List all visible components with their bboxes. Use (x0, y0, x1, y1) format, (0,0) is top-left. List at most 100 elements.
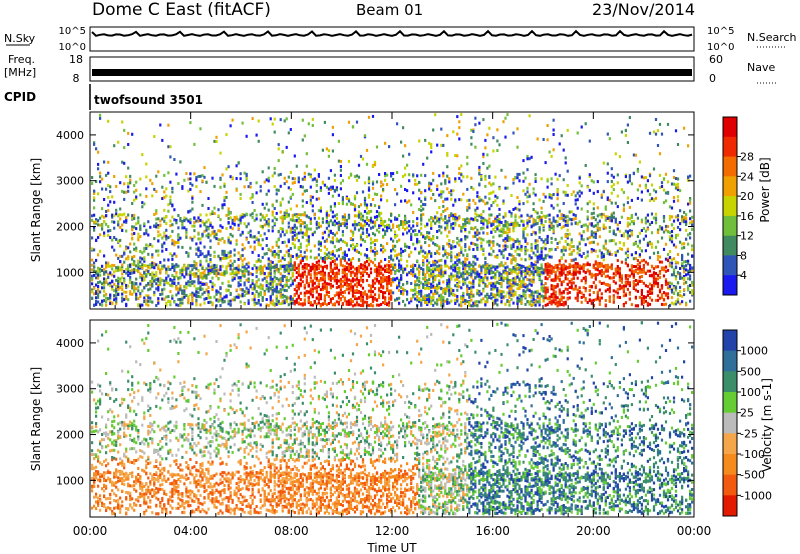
heatmap-cell (466, 217, 469, 221)
heatmap-cell (392, 225, 395, 229)
heatmap-cell (408, 220, 411, 223)
heatmap-cell (349, 274, 353, 277)
heatmap-cell (335, 239, 338, 243)
heatmap-cell (474, 234, 477, 238)
heatmap-cell (295, 213, 298, 217)
heatmap-cell (500, 276, 503, 280)
heatmap-cell (153, 293, 156, 297)
heatmap-cell (319, 248, 322, 252)
heatmap-cell (161, 138, 164, 142)
heatmap-cell (103, 294, 106, 298)
heatmap-cell (139, 275, 142, 279)
heatmap-cell (231, 264, 234, 268)
heatmap-cell (171, 187, 174, 190)
heatmap-cell (390, 283, 393, 287)
heatmap-cell (458, 216, 461, 220)
heatmap-cell (231, 118, 234, 122)
heatmap-cell (191, 291, 194, 295)
heatmap-cell (464, 235, 467, 239)
heatmap-cell (229, 211, 232, 215)
heatmap-cell (255, 266, 258, 270)
heatmap-cell (408, 179, 411, 183)
heatmap-cell (321, 270, 324, 274)
heatmap-cell (524, 290, 527, 294)
heatmap-cell (353, 248, 357, 252)
heatmap-cell (398, 214, 401, 217)
heatmap-cell (502, 215, 505, 219)
heatmap-cell (265, 202, 268, 206)
heatmap-cell (349, 266, 353, 270)
heatmap-cell (107, 272, 110, 276)
heatmap-cell (380, 285, 383, 289)
heatmap-cell (486, 269, 489, 273)
heatmap-cell (450, 250, 453, 254)
heatmap-cell (145, 274, 148, 278)
heatmap-cell (325, 215, 328, 219)
heatmap-cell (245, 172, 248, 176)
heatmap-cell (482, 118, 485, 122)
heatmap-cell (406, 221, 409, 225)
heatmap-cell (442, 204, 445, 208)
heatmap-cell (528, 254, 531, 258)
heatmap-cell (121, 299, 124, 303)
heatmap-cell (506, 228, 509, 231)
heatmap-cell (155, 249, 158, 253)
heatmap-cell (309, 195, 312, 199)
heatmap-cell (400, 258, 403, 262)
heatmap-cell (534, 265, 537, 269)
heatmap-cell (263, 206, 266, 210)
heatmap-cell (273, 250, 276, 253)
heatmap-cell (137, 289, 140, 293)
heatmap-cell (335, 213, 338, 217)
heatmap-cell (478, 165, 481, 169)
heatmap-cell (339, 222, 342, 226)
heatmap-cell (131, 132, 134, 136)
heatmap-cell (187, 219, 190, 223)
heatmap-cell (524, 258, 527, 262)
heatmap-cell (237, 218, 240, 222)
heatmap-cell (261, 266, 264, 270)
heatmap-cell (91, 214, 94, 218)
heatmap-cell (430, 216, 433, 219)
heatmap-cell (363, 267, 367, 271)
heatmap-cell (367, 219, 371, 222)
heatmap-cell (349, 288, 353, 292)
heatmap-cell (155, 287, 158, 291)
heatmap-cell (133, 184, 136, 187)
heatmap-cell (534, 180, 537, 183)
heatmap-cell (317, 197, 320, 201)
heatmap-cell (305, 232, 308, 236)
heatmap-cell (428, 244, 431, 248)
heatmap-cell (394, 188, 397, 192)
heatmap-cell (454, 177, 457, 181)
heatmap-cell (347, 269, 351, 273)
heatmap-cell (135, 268, 138, 272)
heatmap-cell (233, 277, 236, 281)
heatmap-cell (273, 171, 276, 175)
heatmap-cell (532, 291, 535, 295)
heatmap-cell (319, 297, 322, 301)
heatmap-cell (512, 255, 515, 258)
heatmap-cell (518, 266, 521, 270)
heatmap-cell (287, 264, 290, 267)
heatmap-cell (520, 297, 523, 301)
heatmap-cell (438, 259, 441, 263)
heatmap-cell (203, 255, 206, 259)
heatmap-cell (474, 208, 477, 212)
heatmap-cell (492, 265, 495, 269)
heatmap-cell (526, 186, 529, 190)
heatmap-cell (229, 254, 232, 258)
heatmap-cell (287, 269, 290, 273)
heatmap-cell (363, 222, 367, 226)
heatmap-cell (339, 159, 342, 163)
heatmap-cell (237, 251, 240, 255)
heatmap-cell (271, 283, 274, 287)
heatmap-cell (203, 222, 206, 226)
heatmap-cell (460, 272, 463, 276)
heatmap-cell (476, 231, 479, 235)
heatmap-cell (434, 301, 437, 305)
heatmap-cell (215, 304, 218, 308)
heatmap-cell (424, 189, 427, 193)
heatmap-cell (177, 276, 180, 280)
heatmap-cell (265, 275, 268, 279)
